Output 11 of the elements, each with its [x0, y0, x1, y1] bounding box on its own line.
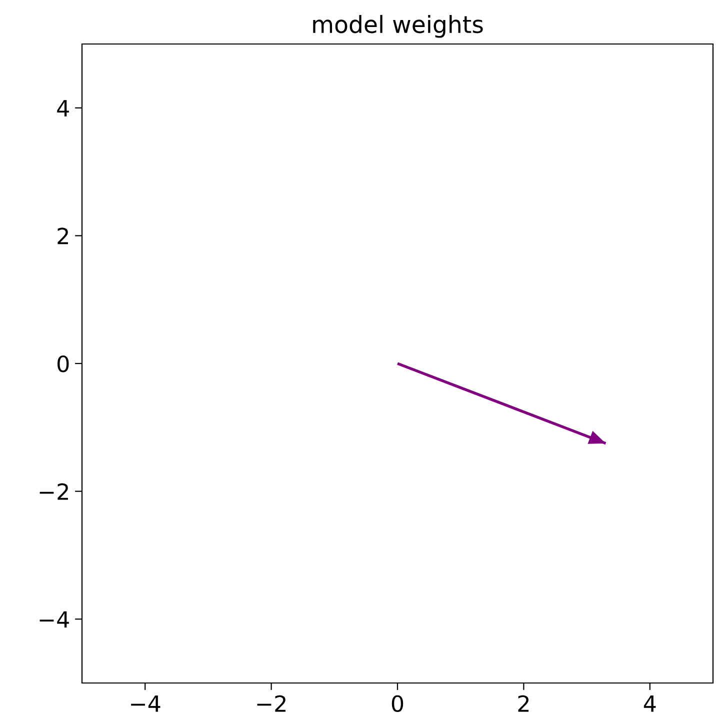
- x-tick-label: 0: [392, 695, 404, 712]
- y-tick-label: 4: [57, 100, 69, 116]
- y-tick-label: 0: [58, 355, 69, 372]
- x-tick-label: −2: [257, 695, 286, 712]
- y-tick-label: 2: [58, 228, 68, 244]
- y-tick-label: −4: [40, 611, 69, 628]
- x-tick-label: 4: [644, 695, 656, 712]
- x-tick-label: −4: [131, 695, 160, 712]
- x-tick-label: 2: [518, 695, 529, 712]
- y-tick-label: −2: [40, 483, 68, 500]
- chart-title: model weights: [313, 14, 483, 38]
